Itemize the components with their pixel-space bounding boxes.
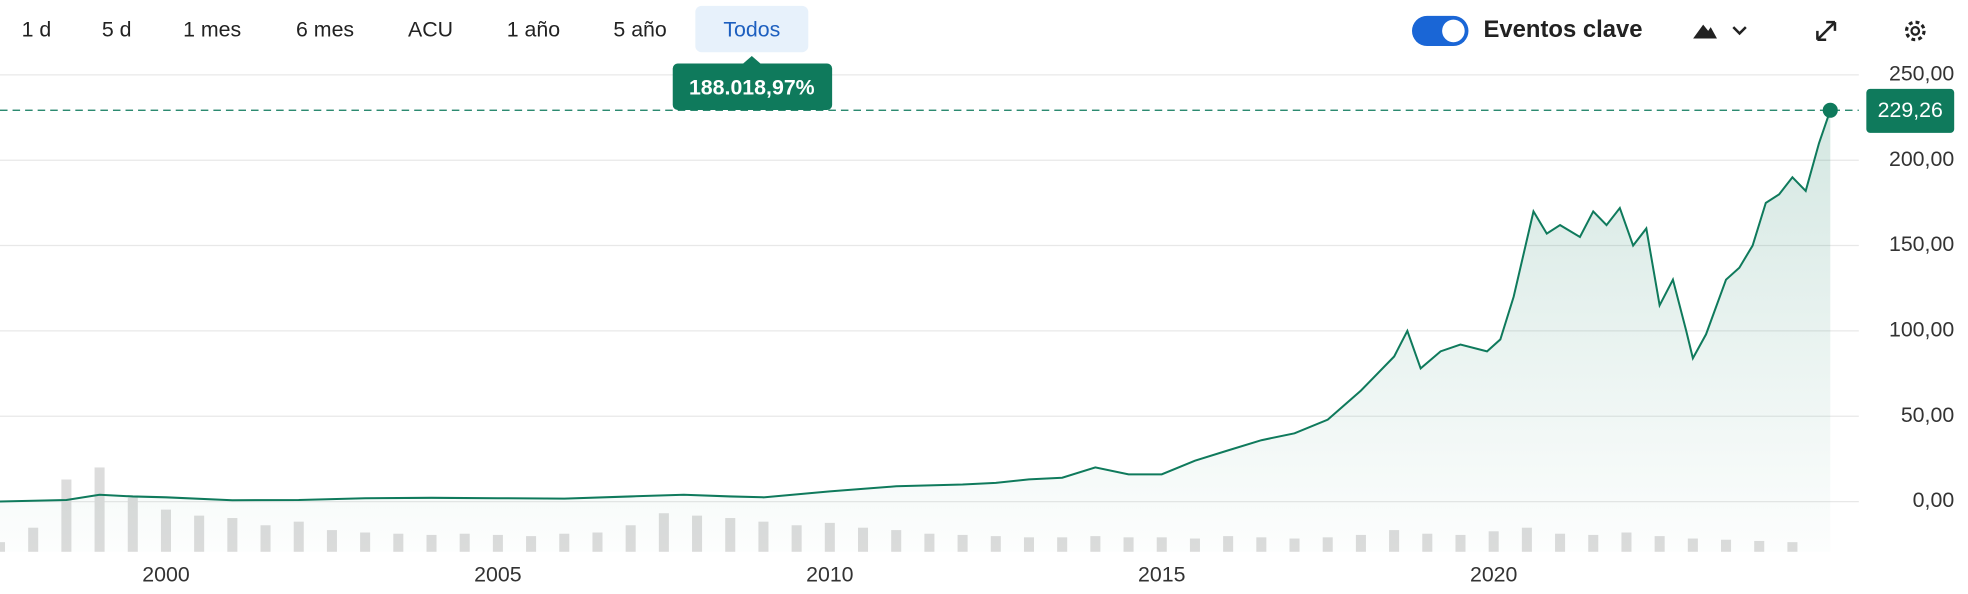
- y-tick-label: 50,00: [1901, 403, 1955, 427]
- range-button[interactable]: 1 año: [507, 18, 560, 42]
- toggle-knob: [1442, 19, 1465, 43]
- change-tooltip: [672, 63, 833, 110]
- x-tick-label: 2010: [806, 562, 854, 586]
- x-tick-label: 2015: [1138, 562, 1185, 586]
- expand-icon[interactable]: [1816, 20, 1837, 41]
- range-button[interactable]: 1 mes: [183, 18, 241, 42]
- range-button[interactable]: Todos: [723, 18, 780, 42]
- tooltip-pointer: [741, 56, 762, 65]
- x-tick-label: 2000: [142, 562, 190, 586]
- y-tick-label: 0,00: [1913, 488, 1955, 512]
- range-button[interactable]: 1 d: [22, 18, 52, 42]
- range-button[interactable]: ACU: [408, 18, 453, 42]
- settings-icon[interactable]: [1904, 20, 1926, 42]
- area: [0, 110, 1831, 552]
- price-tag: [1866, 88, 1955, 133]
- range-button[interactable]: 5 d: [102, 18, 132, 42]
- y-tick-label: 250,00: [1889, 61, 1954, 85]
- price-line: [0, 109, 1832, 503]
- chart-type-icon[interactable]: [1693, 24, 1717, 39]
- y-tick-label: 200,00: [1889, 147, 1954, 171]
- selected-bg: [695, 5, 809, 53]
- chevron[interactable]: [1732, 26, 1747, 36]
- range-button[interactable]: 6 mes: [296, 18, 354, 42]
- x-tick-label: 2005: [474, 562, 521, 586]
- toolbar: 1 d 5 d 1 mes 6 mes ACU 1 año 5 año Todos: [22, 18, 781, 42]
- toggle-label: Eventos clave: [1484, 16, 1643, 43]
- y-tick-label: 150,00: [1889, 232, 1954, 256]
- change-label: 188.018,97%: [689, 75, 815, 99]
- last-point: [1822, 102, 1838, 118]
- price-tag-label: 229,26: [1878, 98, 1943, 122]
- x-tick-label: 2020: [1470, 562, 1518, 586]
- range-button[interactable]: 5 año: [613, 18, 666, 42]
- y-tick-label: 100,00: [1889, 318, 1954, 342]
- chart: 0,00 50,00 100,00 150,00 200,00 250,00 2000 200…: [0, 56, 1954, 586]
